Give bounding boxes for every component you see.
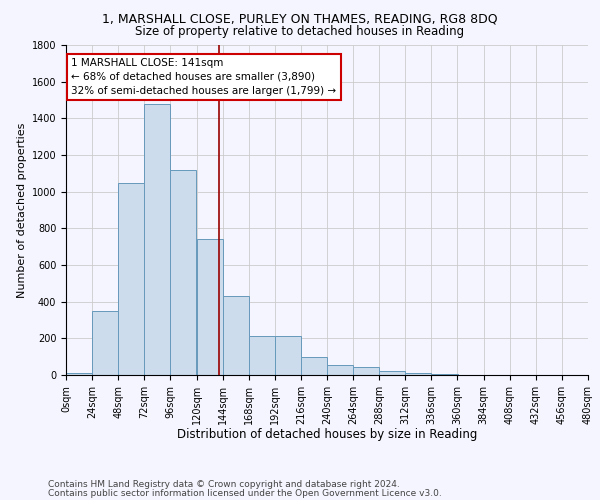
Bar	[92, 311, 118, 375]
Bar	[66, 373, 92, 375]
Text: 1, MARSHALL CLOSE, PURLEY ON THAMES, READING, RG8 8DQ: 1, MARSHALL CLOSE, PURLEY ON THAMES, REA…	[102, 12, 498, 26]
Bar	[275, 336, 301, 375]
Text: Size of property relative to detached houses in Reading: Size of property relative to detached ho…	[136, 25, 464, 38]
Bar	[118, 182, 144, 375]
Text: Contains HM Land Registry data © Crown copyright and database right 2024.: Contains HM Land Registry data © Crown c…	[48, 480, 400, 489]
Bar	[327, 365, 353, 375]
Bar	[170, 170, 196, 375]
Text: 1 MARSHALL CLOSE: 141sqm
← 68% of detached houses are smaller (3,890)
32% of sem: 1 MARSHALL CLOSE: 141sqm ← 68% of detach…	[71, 58, 337, 96]
Y-axis label: Number of detached properties: Number of detached properties	[17, 122, 28, 298]
Bar	[406, 373, 431, 375]
Bar	[249, 336, 275, 375]
Bar	[197, 240, 223, 375]
Bar	[223, 296, 249, 375]
Bar	[379, 372, 406, 375]
Bar	[301, 356, 327, 375]
Bar	[431, 374, 458, 375]
X-axis label: Distribution of detached houses by size in Reading: Distribution of detached houses by size …	[177, 428, 477, 441]
Bar	[145, 104, 170, 375]
Text: Contains public sector information licensed under the Open Government Licence v3: Contains public sector information licen…	[48, 489, 442, 498]
Bar	[353, 367, 379, 375]
